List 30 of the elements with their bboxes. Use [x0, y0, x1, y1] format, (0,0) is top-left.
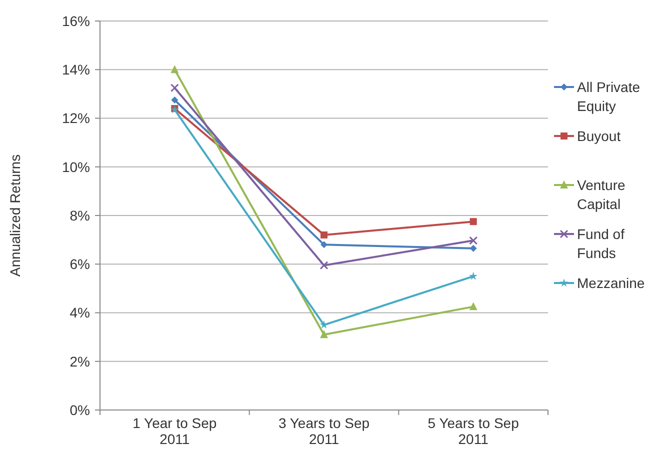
point — [469, 272, 478, 280]
y-tick-label: 6% — [70, 256, 90, 272]
point — [470, 244, 477, 252]
legend-label: Fund of Funds — [577, 226, 625, 261]
y-tick-label: 14% — [62, 62, 90, 78]
y-tick-label: 8% — [70, 207, 90, 224]
point — [320, 231, 328, 238]
point — [320, 261, 328, 270]
legend-label: Mezzanine — [577, 274, 645, 291]
x-tick-label: 1 Year to Sep 2011 — [132, 415, 217, 447]
point — [320, 330, 328, 338]
legend-label: All Private Equity — [577, 78, 640, 114]
y-axis-title: Annualized Returns — [7, 154, 23, 277]
point — [170, 65, 179, 74]
point — [469, 236, 478, 245]
y-tick-label: 10% — [62, 158, 90, 175]
legend-label: Venture Capital — [577, 176, 626, 212]
point — [320, 241, 328, 248]
point — [470, 218, 477, 226]
point — [171, 96, 178, 104]
y-tick-label: 0% — [70, 402, 90, 418]
y-tick-label: 2% — [70, 353, 90, 370]
x-tick-label: 5 Years to Sep 2011 — [428, 415, 520, 447]
point — [469, 302, 478, 310]
point — [170, 84, 179, 92]
x-tick-label: 3 Years to Sep 2011 — [278, 415, 370, 447]
y-tick-label: 16% — [62, 12, 90, 29]
legend-label: Buyout — [577, 128, 621, 144]
y-tick-label: 4% — [70, 304, 90, 321]
y-tick-label: 12% — [62, 110, 90, 126]
